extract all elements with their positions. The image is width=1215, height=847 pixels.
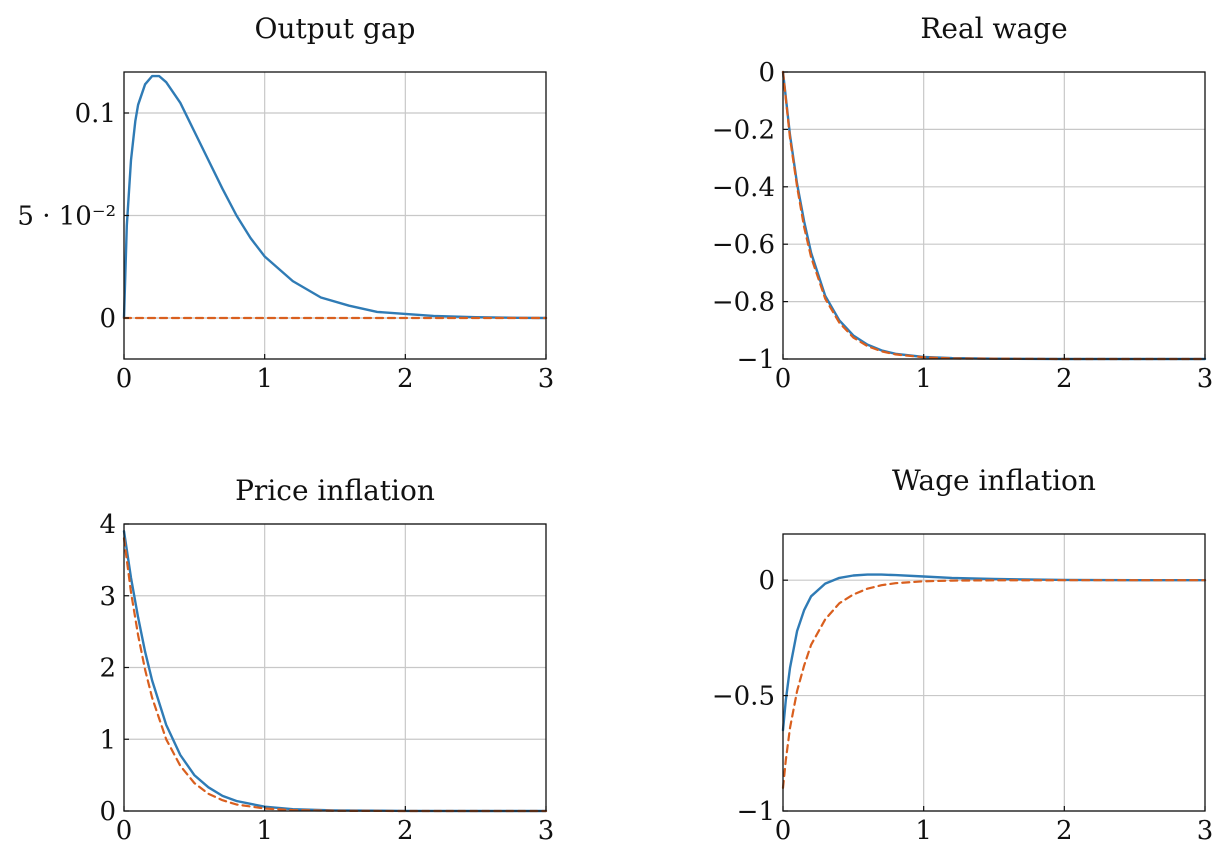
chart-real-wage: Real wage 0 1 2 3 0 −0.2 −0.4 −0.6 −0.8 −1 bbox=[712, 12, 1213, 394]
x-tick-label: 2 bbox=[397, 364, 414, 394]
y-tick-label: 0 bbox=[99, 304, 116, 334]
x-tick-label: 3 bbox=[1197, 816, 1214, 846]
y-tick-label: −0.2 bbox=[712, 115, 775, 145]
y-tick-label: 4 bbox=[99, 510, 116, 540]
x-tick-label: 2 bbox=[1056, 364, 1073, 394]
y-tick-label: −0.8 bbox=[712, 288, 775, 318]
y-tick-label: −1 bbox=[737, 797, 775, 827]
series-line-solid bbox=[781, 573, 1207, 732]
chart-title: Real wage bbox=[920, 12, 1067, 45]
chart-wage-inflation: Wage inflation 0 1 2 3 0 −0.5 −1 bbox=[712, 464, 1213, 846]
x-tick-label: 3 bbox=[538, 816, 555, 846]
x-tick-label: 0 bbox=[775, 816, 792, 846]
y-tick-label: −0.5 bbox=[712, 682, 775, 712]
x-tick-label: 2 bbox=[397, 816, 414, 846]
y-tick-label: −0.6 bbox=[712, 230, 775, 260]
series-line-dashed bbox=[781, 70, 1207, 361]
chart-title: Wage inflation bbox=[892, 464, 1096, 497]
y-tick-label: 1 bbox=[99, 725, 116, 755]
series-line-solid bbox=[781, 70, 1207, 361]
chart-output-gap: Output gap 0 1 2 3 0 5 · 10⁻² 0.1 bbox=[17, 12, 554, 394]
x-tick-label: 0 bbox=[116, 364, 133, 394]
chart-title: Output gap bbox=[255, 12, 416, 45]
x-tick-label: 1 bbox=[256, 816, 273, 846]
y-tick-label: −0.4 bbox=[712, 173, 775, 203]
chart-title: Price inflation bbox=[235, 474, 435, 507]
y-tick-label: 0.1 bbox=[75, 99, 116, 129]
y-tick-label: 3 bbox=[99, 582, 116, 612]
y-tick-label: 0 bbox=[99, 797, 116, 827]
y-tick-label: 2 bbox=[99, 654, 116, 684]
x-tick-label: 3 bbox=[1197, 364, 1214, 394]
x-tick-label: 0 bbox=[775, 364, 792, 394]
y-tick-label: 5 · 10⁻² bbox=[17, 202, 116, 232]
x-tick-label: 0 bbox=[116, 816, 133, 846]
series-line-solid bbox=[122, 74, 548, 320]
plot-frame bbox=[782, 71, 1206, 360]
chart-price-inflation: Price inflation 0 1 2 3 0 1 2 3 4 bbox=[99, 474, 554, 846]
x-tick-label: 1 bbox=[915, 816, 932, 846]
series-line-dashed bbox=[781, 579, 1207, 790]
y-tick-label: 0 bbox=[758, 58, 775, 88]
x-tick-label: 1 bbox=[256, 364, 273, 394]
series-line-solid bbox=[122, 530, 548, 813]
x-tick-label: 1 bbox=[915, 364, 932, 394]
plot-frame bbox=[782, 533, 1206, 812]
x-tick-label: 2 bbox=[1056, 816, 1073, 846]
y-tick-label: −1 bbox=[737, 345, 775, 375]
series-line-dashed bbox=[122, 537, 548, 813]
y-tick-label: 0 bbox=[758, 566, 775, 596]
x-tick-label: 3 bbox=[538, 364, 555, 394]
